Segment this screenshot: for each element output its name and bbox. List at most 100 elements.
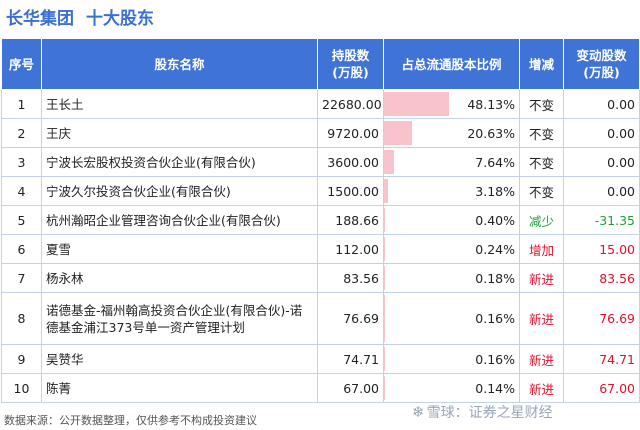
change-type: 不变 — [519, 176, 564, 206]
ratio-cell: 20.63% — [383, 118, 520, 148]
change-type: 不变 — [519, 89, 564, 119]
page-title: 长华集团 十大股东 — [6, 4, 154, 30]
ratio-value: 0.24% — [475, 241, 515, 257]
shareholders-table: 序号 股东名称 持股数 (万股) 占总流通股本比例 增减 变动股数 (万股) 1 王长… — [1, 38, 640, 403]
company-name: 长华集团 — [6, 9, 74, 29]
ratio-cell: 0.14% — [383, 373, 520, 403]
row-index: 10 — [1, 373, 42, 403]
ratio-cell: 3.18% — [383, 176, 520, 206]
shares-held: 83.56 — [317, 263, 384, 293]
title-subtitle: 十大股东 — [86, 9, 154, 29]
shareholder-name: 宁波久尔投资合伙企业(有限合伙) — [41, 176, 318, 206]
table-row: 6 夏雪 112.00 0.24% 增加 15.00 — [1, 234, 640, 264]
shareholder-name: 夏雪 — [41, 234, 318, 264]
table-row: 7 杨永林 83.56 0.18% 新进 83.56 — [1, 263, 640, 293]
change-shares: 83.56 — [563, 263, 640, 293]
change-type: 新进 — [519, 292, 564, 345]
change-shares: -31.35 — [563, 205, 640, 235]
ratio-bar — [384, 208, 385, 232]
table-row: 9 吴赞华 74.71 0.16% 新进 74.71 — [1, 344, 640, 374]
shareholder-name: 杨永林 — [41, 263, 318, 293]
table-row: 4 宁波久尔投资合伙企业(有限合伙) 1500.00 3.18% 不变 0.00 — [1, 176, 640, 206]
ratio-bar — [384, 150, 395, 174]
header-name: 股东名称 — [41, 38, 318, 90]
header-change-type: 增减 — [519, 38, 564, 90]
row-index: 4 — [1, 176, 42, 206]
shares-held: 9720.00 — [317, 118, 384, 148]
ratio-value: 0.16% — [475, 311, 515, 326]
shareholder-name: 王庆 — [41, 118, 318, 148]
change-type: 增加 — [519, 234, 564, 264]
row-index: 3 — [1, 147, 42, 177]
ratio-cell: 0.16% — [383, 344, 520, 374]
shareholder-name: 诺德基金-福州翰高投资合伙企业(有限合伙)-诺德基金浦江373号单一资产管理计划 — [41, 292, 318, 345]
watermark-text: 雪球：证券之星财经 — [426, 405, 553, 421]
change-shares: 0.00 — [563, 147, 640, 177]
change-type: 新进 — [519, 263, 564, 293]
table-row: 2 王庆 9720.00 20.63% 不变 0.00 — [1, 118, 640, 148]
ratio-value: 0.18% — [475, 270, 515, 286]
data-source-note: 数据来源：公开数据整理，仅供参考不构成投资建议 — [4, 414, 257, 427]
ratio-cell: 0.40% — [383, 205, 520, 235]
row-index: 9 — [1, 344, 42, 374]
shareholder-name: 陈菁 — [41, 373, 318, 403]
ratio-value: 20.63% — [467, 125, 515, 141]
change-shares: 0.00 — [563, 176, 640, 206]
change-shares: 0.00 — [563, 89, 640, 119]
watermark: ❄ 雪球：证券之星财经 — [412, 402, 553, 422]
ratio-cell: 48.13% — [383, 89, 520, 119]
shares-held: 22680.00 — [317, 89, 384, 119]
change-type: 减少 — [519, 205, 564, 235]
change-type: 新进 — [519, 344, 564, 374]
row-index: 1 — [1, 89, 42, 119]
table-row: 5 杭州瀚昭企业管理咨询合伙企业(有限合伙) 188.66 0.40% 减少 -31.35 — [1, 205, 640, 235]
row-index: 8 — [1, 292, 42, 345]
shares-held: 112.00 — [317, 234, 384, 264]
ratio-cell: 0.24% — [383, 234, 520, 264]
ratio-value: 0.40% — [475, 212, 515, 228]
ratio-bar — [384, 179, 389, 203]
ratio-value: 48.13% — [467, 96, 515, 112]
change-shares: 67.00 — [563, 373, 640, 403]
row-index: 6 — [1, 234, 42, 264]
header-shares: 持股数 (万股) — [317, 38, 384, 90]
shares-held: 188.66 — [317, 205, 384, 235]
ratio-cell: 0.18% — [383, 263, 520, 293]
shares-held: 1500.00 — [317, 176, 384, 206]
table-row: 3 宁波长宏股权投资合伙企业(有限合伙) 3600.00 7.64% 不变 0.00 — [1, 147, 640, 177]
ratio-value: 7.64% — [475, 154, 515, 170]
header-change: 变动股数 (万股) — [563, 38, 640, 90]
snowball-icon: ❄ — [412, 403, 425, 421]
ratio-value: 0.14% — [475, 380, 515, 396]
header-idx: 序号 — [1, 38, 42, 90]
shareholder-name: 宁波长宏股权投资合伙企业(有限合伙) — [41, 147, 318, 177]
row-index: 7 — [1, 263, 42, 293]
ratio-bar — [384, 92, 449, 116]
row-index: 2 — [1, 118, 42, 148]
ratio-cell: 0.16% — [383, 292, 520, 345]
shares-held: 76.69 — [317, 292, 384, 345]
change-shares: 74.71 — [563, 344, 640, 374]
row-index: 5 — [1, 205, 42, 235]
shares-held: 3600.00 — [317, 147, 384, 177]
change-shares: 15.00 — [563, 234, 640, 264]
change-type: 新进 — [519, 373, 564, 403]
table-header-row: 序号 股东名称 持股数 (万股) 占总流通股本比例 增减 变动股数 (万股) — [1, 38, 640, 90]
shareholder-name: 王长土 — [41, 89, 318, 119]
table-row: 10 陈菁 67.00 0.14% 新进 67.00 — [1, 373, 640, 403]
shareholder-name: 吴赞华 — [41, 344, 318, 374]
ratio-bar — [384, 121, 412, 145]
ratio-value: 3.18% — [475, 183, 515, 199]
shares-held: 74.71 — [317, 344, 384, 374]
table-row: 1 王长土 22680.00 48.13% 不变 0.00 — [1, 89, 640, 119]
change-type: 不变 — [519, 118, 564, 148]
table-row: 8 诺德基金-福州翰高投资合伙企业(有限合伙)-诺德基金浦江373号单一资产管理计… — [1, 292, 640, 345]
change-shares: 0.00 — [563, 118, 640, 148]
ratio-cell: 7.64% — [383, 147, 520, 177]
change-type: 不变 — [519, 147, 564, 177]
ratio-value: 0.16% — [475, 351, 515, 367]
shareholder-name: 杭州瀚昭企业管理咨询合伙企业(有限合伙) — [41, 205, 318, 235]
change-shares: 76.69 — [563, 292, 640, 345]
shares-held: 67.00 — [317, 373, 384, 403]
header-ratio: 占总流通股本比例 — [383, 38, 520, 90]
